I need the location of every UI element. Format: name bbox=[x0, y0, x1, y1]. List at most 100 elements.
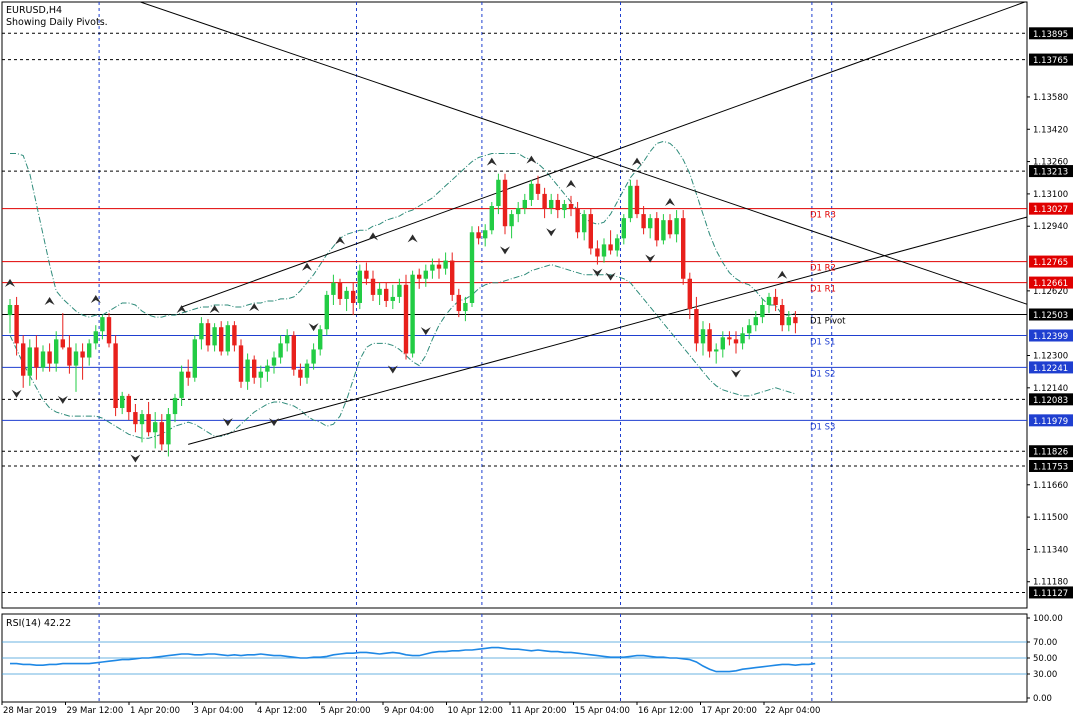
candle-body bbox=[700, 329, 706, 344]
time-tick-label: 16 Apr 12:00 bbox=[638, 706, 693, 716]
time-tick-label: 11 Apr 20:00 bbox=[511, 706, 566, 716]
fractal-down-icon bbox=[308, 323, 319, 332]
bull-candle bbox=[621, 214, 626, 245]
pivot-label: D1 R3 bbox=[810, 211, 836, 221]
fractal-up-icon bbox=[176, 305, 187, 314]
level-price-tag bbox=[1029, 459, 1073, 472]
fractal-down-icon bbox=[387, 365, 398, 374]
bear-candle bbox=[575, 201, 580, 239]
bull-candle bbox=[199, 317, 204, 350]
bear-candle bbox=[133, 403, 138, 433]
bear-candle bbox=[34, 335, 39, 380]
rsi-tick-label: 30.00 bbox=[1033, 670, 1057, 680]
pivot-label: D1 R1 bbox=[810, 285, 836, 295]
candle-body bbox=[397, 284, 402, 297]
bear-candle bbox=[232, 321, 237, 352]
bull-candle bbox=[423, 264, 428, 287]
candle-body bbox=[291, 335, 296, 370]
candle-body bbox=[489, 206, 494, 231]
bear-candle bbox=[106, 313, 112, 348]
candle-body bbox=[430, 264, 435, 271]
candle-body bbox=[225, 325, 230, 352]
bull-candle bbox=[7, 298, 13, 334]
bear-candle bbox=[291, 331, 296, 376]
bull-candle bbox=[265, 359, 270, 382]
bull-candle bbox=[120, 391, 125, 415]
bull-candle bbox=[648, 214, 653, 239]
candle-body bbox=[456, 294, 461, 312]
main-plot-frame bbox=[1, 1, 1028, 609]
bear-candle bbox=[146, 401, 151, 437]
candle-body bbox=[403, 284, 409, 354]
bear-candle bbox=[694, 296, 699, 352]
candle-body bbox=[318, 329, 323, 350]
fractal-up-icon bbox=[777, 270, 788, 279]
bear-candle bbox=[364, 262, 369, 285]
bear-candle bbox=[727, 331, 732, 346]
level-price-tag-label: 1.11753 bbox=[1033, 462, 1068, 472]
candle-body bbox=[153, 422, 158, 433]
bull-candle bbox=[766, 292, 772, 314]
fractal-up-icon bbox=[566, 179, 576, 188]
bull-candle bbox=[674, 210, 679, 243]
bull-candle bbox=[661, 214, 666, 245]
level-price-tag-label: 1.11979 bbox=[1033, 417, 1068, 427]
candle-body bbox=[337, 282, 343, 299]
bull-candle bbox=[93, 325, 98, 350]
bull-candle bbox=[562, 199, 567, 219]
candle-body bbox=[608, 244, 613, 251]
candle-body bbox=[344, 290, 349, 299]
candle-body bbox=[179, 371, 184, 398]
bull-candle bbox=[179, 365, 184, 406]
candle-body bbox=[370, 278, 376, 295]
candle-body bbox=[549, 199, 554, 209]
candle-body bbox=[80, 351, 85, 358]
candle-body bbox=[773, 296, 778, 305]
bear-candle bbox=[113, 335, 118, 417]
level-price-tag bbox=[1029, 393, 1073, 406]
candle-body bbox=[516, 208, 521, 215]
price-axis[interactable]: 1.13580 1.13420 1.13260 1.13100 1.12940 1.126… bbox=[1027, 27, 1073, 599]
time-tick-label: 17 Apr 20:00 bbox=[702, 706, 757, 716]
bull-candle bbox=[54, 331, 59, 372]
level-price-tag-label: 1.12241 bbox=[1033, 364, 1068, 374]
bull-candle bbox=[410, 270, 415, 358]
candle-body bbox=[641, 214, 646, 229]
fractal-up-icon bbox=[407, 234, 418, 243]
candle-body bbox=[377, 288, 382, 295]
time-tick-label: 28 Mar 2019 bbox=[3, 706, 57, 716]
bull-candle bbox=[139, 410, 145, 443]
bear-candle bbox=[535, 175, 541, 200]
candle-body bbox=[298, 369, 303, 378]
candle-body bbox=[562, 204, 567, 211]
trendlines[interactable] bbox=[10, 0, 1053, 445]
bull-candle bbox=[100, 315, 105, 340]
bull-candle bbox=[601, 238, 607, 263]
time-tick-label: 1 Apr 20:00 bbox=[130, 706, 180, 716]
time-tick-label: 3 Apr 04:00 bbox=[194, 706, 244, 716]
bull-candle bbox=[489, 201, 494, 235]
bull-candle bbox=[285, 329, 290, 352]
bull-candle bbox=[311, 343, 316, 370]
bear-candle bbox=[773, 288, 778, 312]
fractal-down-icon bbox=[605, 272, 616, 281]
bear-candle bbox=[21, 335, 26, 388]
bear-candle bbox=[707, 323, 712, 358]
bear-candle bbox=[298, 363, 303, 386]
time-tick-label: 10 Apr 12:00 bbox=[448, 706, 503, 716]
candle-body bbox=[186, 371, 191, 378]
fractal-down-icon bbox=[592, 268, 603, 277]
candle-body bbox=[100, 317, 105, 332]
candle-body bbox=[7, 305, 13, 316]
bull-candle bbox=[271, 351, 277, 374]
bear-candle bbox=[186, 359, 191, 386]
candle-body bbox=[60, 339, 65, 348]
candle-body bbox=[93, 331, 98, 344]
time-axis[interactable]: 28 Mar 2019 29 Mar 12:00 1 Apr 20:00 3 Apr … bbox=[1, 702, 820, 716]
fractal-up-icon bbox=[302, 262, 312, 271]
level-price-tag-label: 1.12765 bbox=[1033, 258, 1068, 268]
bull-candle bbox=[496, 173, 501, 215]
bull-candle bbox=[166, 408, 171, 457]
